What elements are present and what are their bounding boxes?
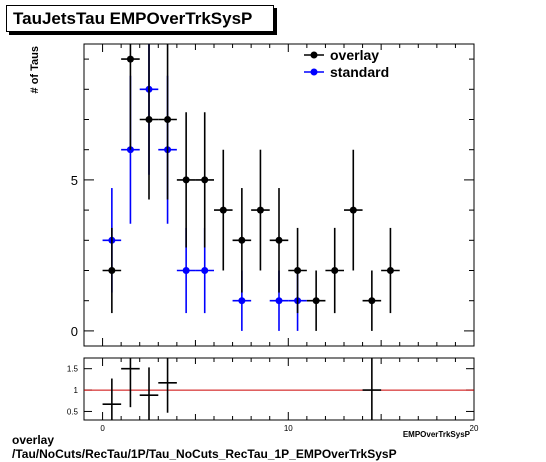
y-tick-label: 0 [71,324,78,339]
ratio-y-tick-label: 1 [74,386,79,395]
ratio-x-tick-label: 20 [470,424,479,433]
footer-path: /Tau/NoCuts/RecTau/1P/Tau_NoCuts_RecTau_… [12,447,397,461]
overlay-point [126,55,134,63]
overlay-point [238,236,246,244]
standard-point [238,297,246,305]
overlay-point [294,267,302,274]
legend-standard-label: standard [330,64,389,80]
y-tick-label: 5 [71,173,78,188]
overlay-point [275,236,283,244]
overlay-point [182,176,190,184]
standard-point [182,267,190,274]
overlay-point [256,206,264,214]
overlay-point [386,267,394,274]
ratio-plot-frame [83,357,475,421]
ratio-x-tick-label: 10 [284,424,293,433]
ratio-x-tick-label: 0 [100,424,105,433]
legend: overlay standard [304,47,389,80]
ratio-y-tick-label: 0.5 [67,407,79,416]
overlay-point [108,267,116,274]
standard-point [275,297,283,305]
overlay-point [331,267,339,274]
y-axis-label: # of Taus [29,46,41,93]
standard-point [201,267,209,274]
series-overlay [102,44,400,331]
main-axes: 05 [71,44,475,346]
legend-standard-marker [310,68,318,76]
overlay-point [164,116,172,123]
ratio-marks [102,358,382,420]
legend-overlay-label: overlay [330,47,379,63]
legend-overlay-marker [310,51,318,59]
overlay-point [312,297,320,305]
ratio-y-tick-label: 1.5 [67,365,79,374]
footer-label: overlay [12,433,55,447]
overlay-point [201,176,209,184]
main-marks [102,44,400,331]
overlay-point [349,206,357,214]
x-axis-label: EMPOverTrkSysP [403,430,471,439]
overlay-point [368,297,376,305]
title-box: TauJetsTau EMPOverTrkSysP [6,5,274,32]
overlay-point [145,116,153,123]
main-plot-frame [83,43,475,347]
overlay-point [219,206,227,214]
chart-title: TauJetsTau EMPOverTrkSysP [13,9,253,28]
